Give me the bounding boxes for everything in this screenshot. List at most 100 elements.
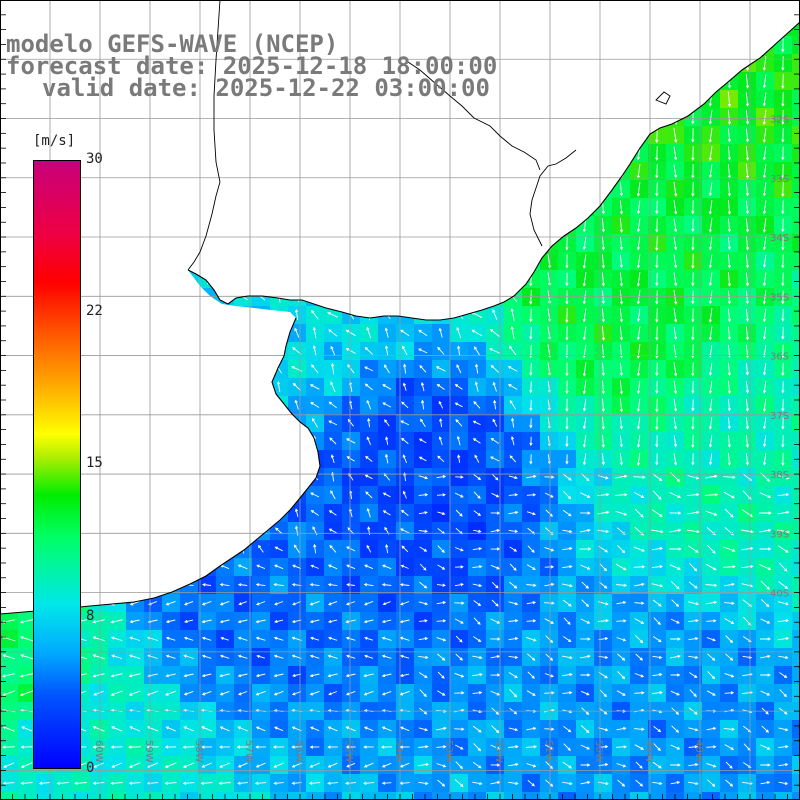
wind-arrow bbox=[491, 492, 500, 498]
wind-arrow bbox=[311, 309, 319, 320]
wind-arrow bbox=[781, 200, 785, 215]
wind-arrow bbox=[183, 654, 194, 659]
wind-arrow bbox=[330, 490, 336, 500]
wind-arrow bbox=[615, 563, 627, 571]
wind-arrow bbox=[219, 600, 230, 606]
wind-arrow bbox=[582, 218, 587, 233]
wind-arrow bbox=[346, 654, 356, 659]
wind-arrow bbox=[128, 690, 141, 696]
wind-arrow bbox=[509, 455, 517, 463]
wind-cell bbox=[504, 792, 523, 800]
wind-arrow bbox=[384, 419, 390, 427]
wind-arrow bbox=[255, 745, 266, 749]
wind-arrow bbox=[258, 544, 264, 553]
wind-arrow bbox=[762, 381, 767, 394]
wind-arrow bbox=[201, 726, 213, 732]
wind-arrow bbox=[438, 436, 443, 446]
wind-arrow bbox=[727, 272, 732, 287]
wind-arrow bbox=[345, 636, 356, 641]
wind-arrow bbox=[634, 508, 644, 518]
wind-arrow bbox=[781, 272, 785, 287]
wind-arrow bbox=[706, 619, 717, 623]
wind-arrow bbox=[419, 365, 427, 373]
wind-arrow bbox=[402, 345, 408, 356]
wind-arrow bbox=[741, 529, 754, 534]
wind-arrow bbox=[781, 290, 785, 305]
wind-arrow bbox=[508, 619, 519, 623]
wind-arrow bbox=[129, 654, 141, 660]
wind-arrow bbox=[619, 236, 624, 251]
wind-arrow bbox=[346, 546, 356, 552]
wind-arrow bbox=[363, 726, 374, 732]
wind-arrow bbox=[706, 637, 717, 642]
wind-arrow bbox=[727, 362, 732, 377]
wind-arrow bbox=[655, 182, 659, 197]
wind-arrow bbox=[633, 546, 645, 552]
wind-cell bbox=[792, 180, 800, 199]
wind-arrow bbox=[399, 673, 410, 678]
wind-cell bbox=[792, 288, 800, 307]
wind-arrow bbox=[455, 418, 463, 427]
wind-arrow bbox=[92, 636, 105, 642]
wind-arrow bbox=[562, 473, 572, 481]
wind-arrow bbox=[727, 128, 732, 143]
wind-arrow bbox=[582, 380, 587, 395]
latitude-label: 34S bbox=[770, 233, 789, 244]
wind-cell bbox=[36, 792, 55, 800]
wind-arrow bbox=[328, 420, 338, 426]
wind-arrow bbox=[689, 689, 697, 698]
wind-arrow bbox=[777, 492, 790, 497]
colorbar bbox=[33, 160, 81, 769]
wind-arrow bbox=[401, 545, 409, 553]
wind-arrow bbox=[436, 619, 447, 623]
wind-cell bbox=[792, 144, 800, 163]
wind-arrow bbox=[599, 689, 607, 698]
wind-arrow bbox=[454, 582, 464, 587]
wind-arrow bbox=[273, 654, 284, 659]
wind-arrow bbox=[562, 509, 572, 517]
wind-arrow bbox=[615, 493, 628, 497]
latitude-label: 35S bbox=[770, 292, 789, 303]
wind-arrow bbox=[454, 744, 464, 750]
wind-arrow bbox=[418, 636, 429, 641]
wind-arrow bbox=[364, 346, 374, 355]
wind-arrow bbox=[436, 637, 447, 642]
wind-arrow bbox=[529, 454, 533, 465]
wind-arrow bbox=[582, 326, 587, 341]
wind-arrow bbox=[651, 509, 663, 517]
wind-arrow bbox=[92, 726, 105, 732]
wind-arrow bbox=[619, 308, 624, 323]
wind-arrow bbox=[636, 236, 641, 251]
wind-arrow bbox=[687, 601, 699, 606]
wind-arrow bbox=[745, 453, 750, 466]
wind-arrow bbox=[507, 366, 518, 372]
wind-arrow bbox=[762, 200, 767, 215]
wind-arrow bbox=[490, 618, 501, 624]
wind-arrow bbox=[619, 362, 624, 377]
wind-cell bbox=[792, 486, 800, 505]
wind-arrow bbox=[363, 583, 374, 587]
wind-arrow bbox=[762, 435, 767, 448]
wind-arrow bbox=[708, 218, 713, 233]
wind-cell bbox=[18, 792, 37, 800]
wind-arrow bbox=[529, 381, 533, 394]
wind-arrow bbox=[562, 565, 573, 569]
wind-arrow bbox=[345, 726, 356, 732]
wind-arrow bbox=[399, 636, 410, 641]
wind-arrow bbox=[219, 745, 231, 749]
wind-cell bbox=[90, 792, 109, 800]
wind-arrow bbox=[509, 581, 518, 589]
wind-arrow bbox=[345, 690, 356, 696]
wind-cell bbox=[630, 792, 649, 800]
wind-arrow bbox=[437, 455, 445, 463]
wind-arrow bbox=[382, 492, 391, 498]
wind-arrow bbox=[510, 307, 515, 322]
wind-arrow bbox=[525, 745, 538, 749]
wind-arrow bbox=[294, 525, 299, 536]
wind-arrow bbox=[473, 474, 482, 481]
wind-arrow bbox=[418, 655, 429, 660]
wind-arrow bbox=[219, 690, 230, 696]
wind-arrow bbox=[312, 326, 317, 339]
wind-cell bbox=[396, 792, 415, 800]
wind-arrow bbox=[312, 526, 318, 536]
